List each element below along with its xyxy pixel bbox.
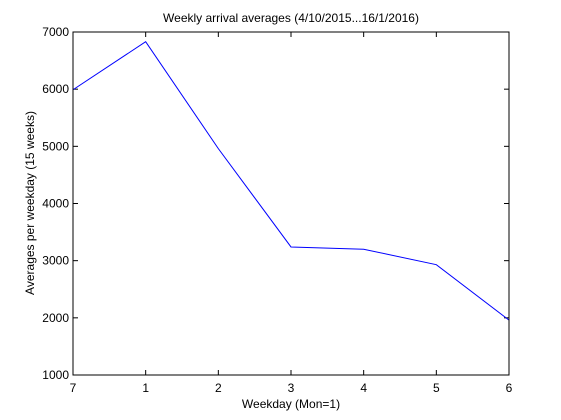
y-tick-label: 4000 [42, 197, 69, 211]
y-tick-labels: 1000 2000 3000 4000 5000 6000 7000 [42, 25, 69, 382]
y-axis-label: Averages per weekday (15 weeks) [23, 111, 37, 295]
x-tick-label: 5 [433, 381, 440, 395]
y-tick-label: 7000 [42, 25, 69, 39]
y-tick-label: 6000 [42, 82, 69, 96]
y-tick-label: 5000 [42, 139, 69, 153]
plot-frame [72, 31, 510, 376]
y-tick-label: 1000 [42, 368, 69, 382]
x-tick-label: 4 [360, 381, 367, 395]
x-tick-label: 2 [215, 381, 222, 395]
x-tick-label: 6 [506, 381, 513, 395]
x-axis-label: Weekday (Mon=1) [242, 397, 340, 411]
y-tick-label: 3000 [42, 254, 69, 268]
series-line [72, 41, 510, 321]
chart-title: Weekly arrival averages (4/10/2015...16/… [163, 11, 419, 25]
x-tick-label: 3 [288, 381, 295, 395]
x-tick-label: 7 [70, 381, 77, 395]
x-tick-labels: 7 1 2 3 4 5 6 [70, 381, 513, 395]
x-tick-label: 1 [142, 381, 149, 395]
plot-area [73, 32, 509, 375]
y-tick-label: 2000 [42, 311, 69, 325]
